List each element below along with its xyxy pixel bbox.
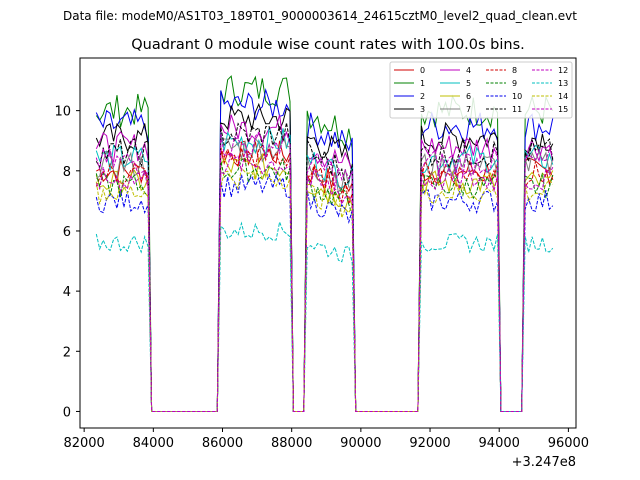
legend-label: 12 (558, 66, 568, 75)
y-tick-label: 0 (63, 405, 71, 420)
legend-label: 8 (512, 66, 517, 75)
x-tick-label: 84000 (133, 436, 174, 451)
ticks-layer: 82000 84000 86000 88000 90000 92000 94000 96000… (54, 105, 589, 451)
series-line-13 (95, 220, 554, 412)
x-tick-label: 92000 (409, 436, 450, 451)
legend-label: 14 (558, 92, 568, 101)
y-tick-label: 4 (63, 285, 71, 300)
legend-label: 3 (420, 105, 425, 114)
y-tick-label: 8 (63, 165, 71, 180)
x-tick-label: 88000 (271, 436, 312, 451)
legend-label: 0 (420, 66, 425, 75)
series-line-9 (95, 157, 554, 412)
series-line-15 (95, 149, 554, 412)
chart-title: Quadrant 0 module wise count rates with … (131, 37, 525, 53)
legend-label: 4 (466, 66, 471, 75)
y-tick-label: 10 (54, 105, 71, 120)
chart-suptitle: Data file: modeM0/AS1T03_189T01_90000036… (63, 9, 577, 23)
legend-label: 11 (512, 105, 522, 114)
legend-label: 6 (466, 92, 471, 101)
legend-label: 15 (558, 105, 568, 114)
legend-label: 7 (466, 105, 471, 114)
legend-label: 9 (512, 79, 517, 88)
legend-label: 10 (512, 92, 522, 101)
legend-label: 1 (420, 79, 425, 88)
x-offset-label: +3.247e8 (512, 455, 576, 470)
legend-label: 13 (558, 79, 568, 88)
y-tick-label: 2 (63, 345, 71, 360)
legend-label: 2 (420, 92, 425, 101)
series-layer (95, 75, 554, 412)
x-tick-label: 94000 (479, 436, 520, 451)
y-tick-label: 6 (63, 225, 71, 240)
plot-frame (79, 57, 577, 429)
series-line-1 (95, 75, 554, 412)
series-line-3 (95, 102, 554, 412)
series-line-10 (95, 172, 554, 412)
x-tick-label: 86000 (202, 436, 243, 451)
legend-label: 5 (466, 79, 471, 88)
series-line-14 (95, 165, 554, 412)
x-tick-label: 90000 (340, 436, 381, 451)
x-tick-label: 96000 (548, 436, 589, 451)
legend-frame (389, 61, 573, 119)
x-tick-label: 82000 (63, 436, 104, 451)
